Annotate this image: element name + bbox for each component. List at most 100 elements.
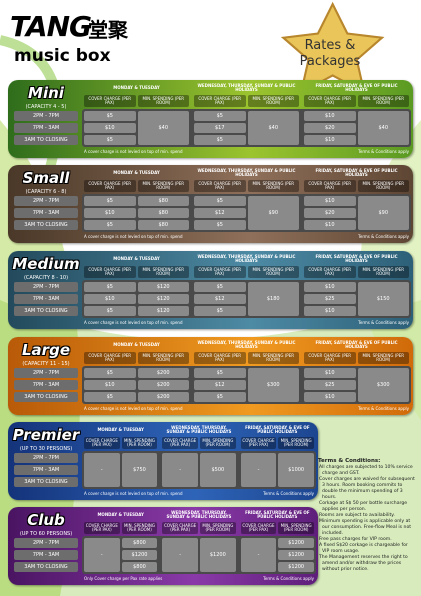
room-capacity: (UP TO 30 PERSONS) <box>19 446 73 452</box>
day-group: FRIDAY, SATURDAY & EVE OF PUBLIC HOLIDAY… <box>245 424 310 434</box>
price-cell: - <box>240 538 277 572</box>
column-header: MIN. SPENDING (PER ROOM) <box>137 266 189 278</box>
price-cell: - <box>162 538 198 572</box>
column-header: MIN. SPENDING (PER ROOM) <box>278 437 314 449</box>
day-group: WEDNESDAY, THURSDAY, SUNDAY & PUBLIC HOL… <box>197 253 296 263</box>
price-cell: $1200 <box>278 550 314 560</box>
room-note: A cover charge is not levied on top of m… <box>84 491 183 496</box>
price-cell: $10 <box>304 306 356 316</box>
column-header: MIN. SPENDING (PER ROOM) <box>137 352 189 364</box>
day-group: WEDNESDAY, THURSDAY, SUNDAY & PUBLIC HOL… <box>197 167 296 177</box>
price-cell: $10 <box>304 392 356 402</box>
price-cell: $25 <box>304 380 356 390</box>
price-cell: $5 <box>84 306 136 316</box>
room-name: Large <box>22 341 70 359</box>
logo: TANG <box>10 10 92 43</box>
price-cell: $12 <box>194 208 246 218</box>
column-header: MIN. SPENDING (PER ROOM) <box>247 180 299 192</box>
time-label: 3AM TO CLOSING <box>14 477 78 487</box>
room-terms: Terms & Conditions apply <box>358 320 409 325</box>
time-label: 7PM - 3AM <box>14 380 78 390</box>
price-cell: $1200 <box>278 562 314 572</box>
room-note: A cover charge is not levied on top of m… <box>84 234 183 239</box>
table-panel <box>82 194 411 232</box>
price-cell: $90 <box>357 196 409 230</box>
day-group: MONDAY & TUESDAY <box>113 341 160 347</box>
room-section: Medium (CAPACITY 8 - 10) 2PM - 7PM 7PM - 3A… <box>8 251 413 329</box>
time-label: 7PM - 3AM <box>14 465 78 475</box>
room-capacity: (UP TO 60 PERSONS) <box>19 531 73 537</box>
table-panel <box>82 536 316 574</box>
price-cell: $10 <box>304 282 356 292</box>
price-cell: $200 <box>137 368 189 378</box>
day-group: MONDAY & TUESDAY <box>113 169 160 175</box>
price-cell: $5 <box>84 392 136 402</box>
day-group: FRIDAY, SATURDAY & EVE OF PUBLIC HOLIDAY… <box>315 167 398 177</box>
column-header: COVER CHARGE (PER PAX) <box>84 352 136 364</box>
day-group: FRIDAY, SATURDAY & EVE OF PUBLIC HOLIDAY… <box>315 253 398 263</box>
column-header: COVER CHARGE (PER PAX) <box>84 180 136 192</box>
column-header: MIN. SPENDING (PER ROOM) <box>357 352 409 364</box>
price-cell: $10 <box>304 220 356 230</box>
price-cell: $17 <box>194 123 246 133</box>
day-group: WEDNESDAY, THURSDAY, SUNDAY & PUBLIC HOL… <box>197 82 296 92</box>
price-cell: $800 <box>121 562 158 572</box>
day-group: FRIDAY, SATURDAY & EVE OF PUBLIC HOLIDAY… <box>315 82 398 92</box>
column-header: COVER CHARGE (PER PAX) <box>194 180 246 192</box>
room-name: Medium <box>12 255 80 273</box>
column-header: COVER CHARGE (PER PAX) <box>304 95 356 107</box>
price-cell: - <box>162 453 198 487</box>
price-cell: $40 <box>247 111 299 145</box>
column-header: MIN. SPENDING (PER ROOM) <box>121 437 158 449</box>
price-cell: $5 <box>194 111 246 121</box>
room-note: A cover charge is not levied on top of m… <box>84 149 183 154</box>
price-cell: $10 <box>84 123 136 133</box>
room-name: Small <box>22 169 70 187</box>
terms-item: Cover charges are waived for subsequent … <box>319 477 415 500</box>
room-section: Premier (UP TO 30 PERSONS) 2PM - 7PM 7PM - … <box>8 422 318 500</box>
price-cell: $20 <box>304 123 356 133</box>
price-cell: $5 <box>84 196 136 206</box>
price-cell: $120 <box>137 294 189 304</box>
room-capacity: (CAPACITY 8 - 10) <box>23 275 69 281</box>
day-group: MONDAY & TUESDAY <box>113 84 160 90</box>
price-cell: $1000 <box>278 453 314 487</box>
column-header: MIN. SPENDING (PER ROOM) <box>121 522 158 534</box>
room-note: A cover charge is not levied on top of m… <box>84 320 183 325</box>
column-header: COVER CHARGE (PER PAX) <box>304 180 356 192</box>
price-cell: $40 <box>137 111 189 145</box>
table-panel <box>82 109 411 147</box>
price-cell: $10 <box>304 111 356 121</box>
price-cell: - <box>84 453 120 487</box>
room-name: Club <box>27 511 65 529</box>
column-header: COVER CHARGE (PER PAX) <box>194 95 246 107</box>
column-header: COVER CHARGE (PER PAX) <box>84 266 136 278</box>
day-group: MONDAY & TUESDAY <box>97 511 144 517</box>
room-terms: Terms & Conditions apply <box>358 234 409 239</box>
terms-item: Minimum spending is applicable only at o… <box>319 519 412 536</box>
price-cell: $12 <box>194 294 246 304</box>
room-capacity: (CAPACITY 4 - 5) <box>25 104 67 110</box>
price-cell: $40 <box>357 111 409 145</box>
time-label: 2PM - 7PM <box>14 111 78 121</box>
room-section: Mini (CAPACITY 4 - 5) 2PM - 7PM 7PM - 3AM 3A… <box>8 80 413 158</box>
column-header: COVER CHARGE (PER PAX) <box>304 352 356 364</box>
table-panel <box>82 366 411 404</box>
column-header: COVER CHARGE (PER PAX) <box>84 437 120 449</box>
column-header: COVER CHARGE (PER PAX) <box>84 95 136 107</box>
time-label: 3AM TO CLOSING <box>14 392 78 402</box>
day-group: WEDNESDAY, THURSDAY, SUNDAY & PUBLIC HOL… <box>197 339 296 349</box>
price-cell: $120 <box>137 306 189 316</box>
terms-item: All charges are subjected to 10% service… <box>319 465 413 476</box>
time-label: 2PM - 7PM <box>14 538 78 548</box>
price-cell: $10 <box>304 135 356 145</box>
price-cell: $1200 <box>200 538 236 572</box>
price-cell: $5 <box>84 282 136 292</box>
column-header: MIN. SPENDING (PER ROOM) <box>247 95 299 107</box>
room-section: Large (CAPACITY 11 - 15) 2PM - 7PM 7PM - 3A… <box>8 337 413 415</box>
price-cell: $10 <box>304 368 356 378</box>
terms-item: Free pass charges for VIP room. <box>319 537 392 542</box>
day-group: MONDAY & TUESDAY <box>97 426 144 432</box>
